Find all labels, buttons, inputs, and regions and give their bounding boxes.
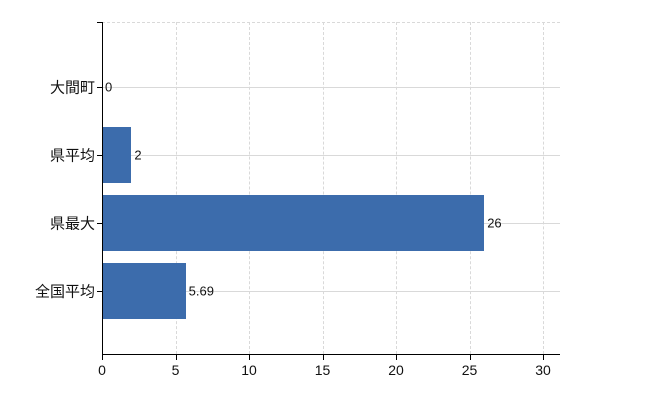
y-tick: [97, 155, 102, 156]
x-axis: [102, 354, 560, 355]
value-label: 26: [487, 215, 502, 231]
x-tick-label: 0: [98, 362, 106, 378]
value-label: 2: [134, 147, 142, 163]
x-gridline: [469, 22, 471, 354]
x-tick: [175, 354, 177, 360]
x-tick-label: 10: [241, 362, 257, 378]
value-label: 0: [105, 79, 113, 95]
x-tick: [469, 354, 471, 360]
category-gridline: [102, 87, 560, 88]
bar: [102, 263, 186, 319]
x-gridline: [175, 22, 177, 354]
category-label: 全国平均: [34, 283, 95, 301]
x-gridline: [322, 22, 324, 354]
y-tick: [97, 223, 102, 224]
category-label: 県最大: [49, 215, 95, 233]
x-tick: [543, 354, 544, 360]
plot-top-border: [102, 22, 560, 23]
category-gridline: [102, 291, 560, 292]
category-label: 大間町: [49, 79, 95, 97]
x-gridline: [249, 22, 250, 354]
x-tick: [322, 354, 324, 360]
x-tick-label: 25: [461, 362, 478, 378]
bar: [102, 127, 131, 183]
x-gridline: [396, 22, 397, 354]
bar: [102, 195, 484, 251]
x-tick-label: 15: [314, 362, 331, 378]
x-tick-label: 5: [171, 362, 180, 378]
x-tick: [396, 354, 397, 360]
y-tick: [97, 22, 102, 23]
x-tick-label: 20: [388, 362, 404, 378]
x-tick: [102, 354, 103, 360]
x-tick-label: 30: [535, 362, 551, 378]
y-tick: [97, 87, 102, 88]
value-label: 5.69: [188, 283, 214, 299]
category-gridline: [102, 155, 560, 156]
x-gridline: [543, 22, 544, 354]
x-tick: [249, 354, 250, 360]
y-tick: [97, 291, 102, 292]
y-axis: [102, 22, 103, 354]
category-label: 県平均: [49, 147, 95, 165]
